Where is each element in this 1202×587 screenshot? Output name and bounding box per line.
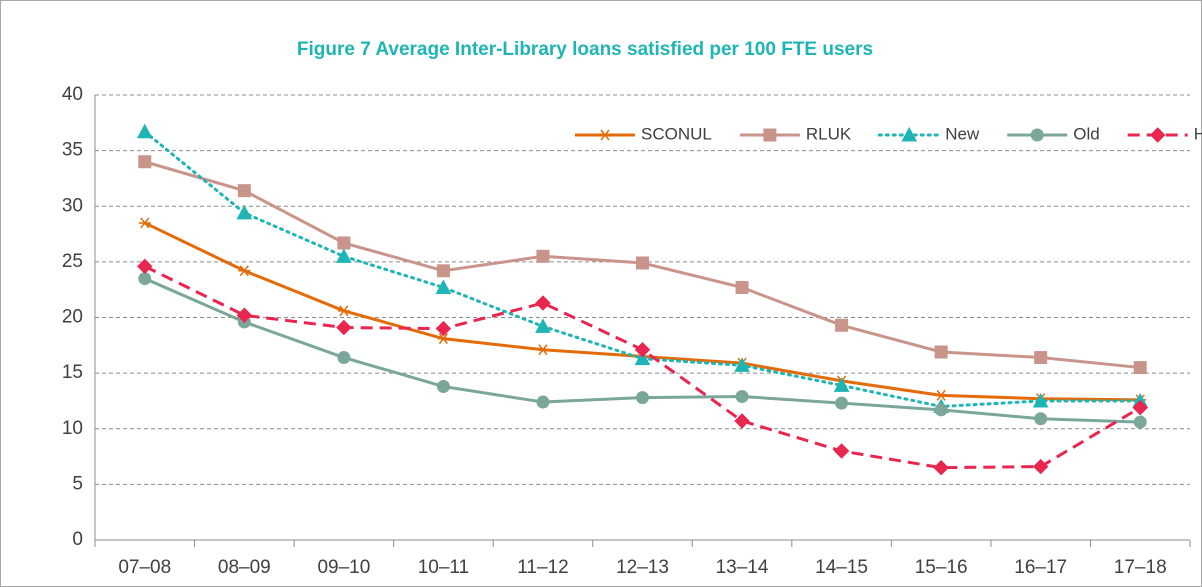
marker [435, 320, 452, 337]
marker [636, 391, 649, 405]
marker [1133, 415, 1147, 429]
y-tick-label: 15 [62, 362, 83, 383]
marker [236, 307, 253, 323]
marker [901, 126, 918, 142]
marker [136, 123, 153, 139]
chart-title: Figure 7 Average Inter-Library loans sat… [297, 39, 873, 60]
marker [337, 305, 350, 317]
y-tick-label: 20 [62, 307, 83, 328]
x-tick-label: 16–17 [1014, 557, 1067, 578]
marker [735, 389, 749, 403]
y-tick-label: 35 [62, 140, 83, 161]
marker [1132, 399, 1148, 416]
marker [437, 333, 450, 345]
y-tick-label: 0 [72, 529, 83, 550]
y-tick-label: 25 [62, 251, 83, 272]
marker [599, 129, 611, 141]
marker [835, 396, 849, 410]
marker [835, 318, 849, 332]
y-tick-label: 10 [62, 418, 83, 439]
marker [763, 128, 777, 142]
marker [634, 350, 651, 366]
y-tick-label: 30 [62, 195, 83, 216]
marker [138, 272, 152, 286]
marker [138, 217, 151, 229]
marker [337, 351, 351, 365]
marker [1032, 458, 1049, 475]
x-tick-label: 12–13 [616, 557, 669, 578]
x-tick-label: 08–09 [218, 557, 271, 578]
marker [1133, 361, 1147, 375]
x-tick-label: 13–14 [716, 557, 769, 578]
marker [634, 342, 651, 358]
legend-label: New [945, 124, 980, 143]
marker [1149, 127, 1166, 143]
x-tick-label: 14–15 [815, 557, 868, 578]
marker [536, 344, 549, 356]
marker [436, 379, 450, 393]
marker [436, 264, 450, 278]
marker [236, 204, 253, 220]
marker [1032, 392, 1049, 408]
marker [336, 248, 352, 263]
x-tick-label: 09–10 [317, 557, 370, 578]
marker [933, 459, 949, 476]
marker [536, 249, 550, 263]
marker [237, 184, 251, 198]
legend-label: RLUK [806, 124, 852, 143]
marker [137, 258, 153, 275]
marker [336, 319, 352, 336]
marker [536, 395, 550, 409]
x-tick-label: 11–12 [517, 557, 568, 578]
marker [734, 357, 750, 372]
marker [833, 443, 850, 459]
y-tick-label: 40 [62, 84, 83, 105]
marker [535, 295, 551, 311]
marker [1030, 128, 1044, 142]
marker [337, 236, 351, 250]
marker [535, 318, 551, 333]
x-tick-label: 07–08 [118, 557, 171, 578]
marker [934, 403, 948, 417]
legend-label: SCONUL [641, 124, 712, 143]
y-tick-label: 5 [72, 473, 83, 494]
marker [138, 155, 152, 169]
legend-label: Old [1073, 124, 1099, 143]
marker [636, 256, 649, 270]
legend-label: HE [1194, 124, 1202, 143]
x-tick-label: 17–18 [1114, 557, 1167, 578]
x-tick-label: 10–11 [418, 557, 469, 578]
x-tick-label: 15–16 [915, 557, 968, 578]
marker [238, 265, 251, 277]
marker [1034, 412, 1048, 426]
marker [734, 413, 750, 429]
marker [1034, 351, 1048, 365]
marker [935, 389, 948, 401]
marker [735, 280, 749, 294]
marker [435, 279, 452, 294]
marker [833, 377, 850, 392]
marker [934, 345, 948, 359]
